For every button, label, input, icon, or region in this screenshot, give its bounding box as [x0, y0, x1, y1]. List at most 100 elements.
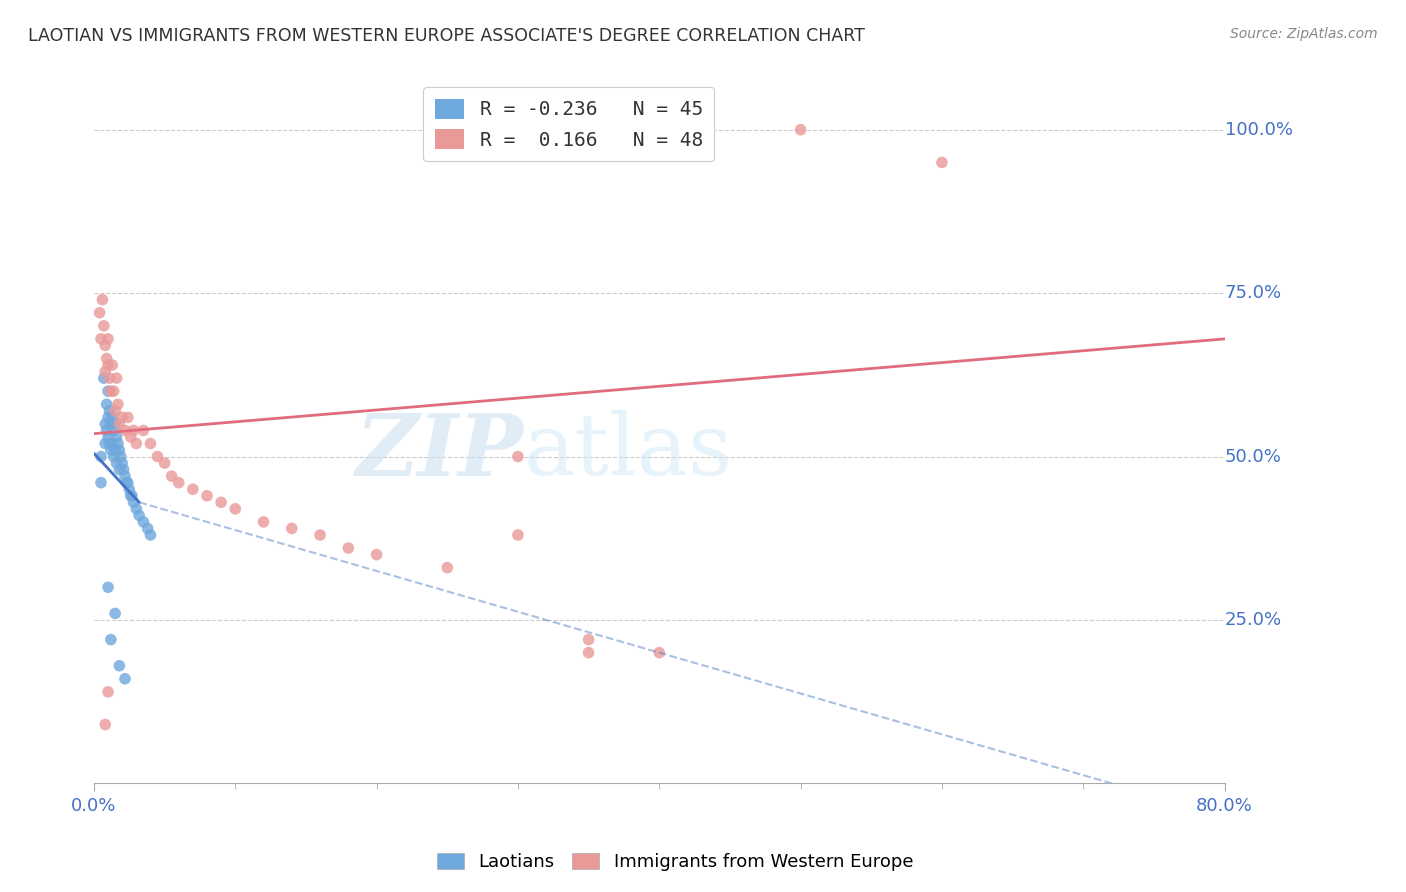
Point — [132, 424, 155, 438]
Text: LAOTIAN VS IMMIGRANTS FROM WESTERN EUROPE ASSOCIATE'S DEGREE CORRELATION CHART: LAOTIAN VS IMMIGRANTS FROM WESTERN EUROP… — [28, 27, 865, 45]
Point — [114, 424, 136, 438]
Point — [90, 450, 112, 464]
Point — [167, 475, 190, 490]
Point — [105, 430, 128, 444]
Point — [146, 450, 169, 464]
Point — [100, 632, 122, 647]
Point — [105, 456, 128, 470]
Point — [114, 469, 136, 483]
Legend: Laotians, Immigrants from Western Europe: Laotians, Immigrants from Western Europe — [429, 846, 921, 879]
Point — [108, 442, 131, 457]
Point — [91, 293, 114, 307]
Point — [337, 541, 360, 555]
Text: 50.0%: 50.0% — [1225, 448, 1281, 466]
Point — [97, 358, 120, 372]
Point — [97, 332, 120, 346]
Point — [98, 404, 121, 418]
Point — [111, 410, 134, 425]
Point — [104, 607, 127, 621]
Point — [789, 122, 811, 136]
Point — [281, 521, 304, 535]
Point — [89, 306, 111, 320]
Point — [139, 528, 162, 542]
Point — [125, 436, 148, 450]
Point — [366, 548, 388, 562]
Point — [112, 462, 135, 476]
Point — [94, 436, 117, 450]
Point — [153, 456, 176, 470]
Point — [100, 442, 122, 457]
Point — [107, 397, 129, 411]
Point — [209, 495, 232, 509]
Point — [97, 410, 120, 425]
Point — [121, 489, 143, 503]
Point — [98, 436, 121, 450]
Point — [132, 515, 155, 529]
Point — [104, 417, 127, 431]
Point — [101, 358, 124, 372]
Point — [97, 580, 120, 594]
Point — [224, 501, 246, 516]
Point — [93, 318, 115, 333]
Point — [128, 508, 150, 523]
Point — [125, 501, 148, 516]
Point — [105, 371, 128, 385]
Text: atlas: atlas — [523, 410, 733, 493]
Point — [114, 672, 136, 686]
Point — [108, 462, 131, 476]
Point — [94, 417, 117, 431]
Point — [252, 515, 274, 529]
Point — [97, 685, 120, 699]
Point — [96, 424, 118, 438]
Point — [97, 384, 120, 399]
Point — [104, 442, 127, 457]
Text: 25.0%: 25.0% — [1225, 611, 1282, 629]
Point — [96, 351, 118, 366]
Text: 75.0%: 75.0% — [1225, 285, 1282, 302]
Point — [94, 365, 117, 379]
Point — [100, 384, 122, 399]
Point — [107, 436, 129, 450]
Point — [98, 371, 121, 385]
Point — [111, 456, 134, 470]
Point — [160, 469, 183, 483]
Point — [96, 397, 118, 411]
Text: Source: ZipAtlas.com: Source: ZipAtlas.com — [1230, 27, 1378, 41]
Point — [506, 528, 529, 542]
Point — [94, 338, 117, 352]
Point — [139, 436, 162, 450]
Point — [103, 450, 125, 464]
Point — [309, 528, 332, 542]
Point — [101, 436, 124, 450]
Point — [97, 430, 120, 444]
Point — [115, 475, 138, 490]
Point — [93, 371, 115, 385]
Point — [104, 404, 127, 418]
Point — [100, 417, 122, 431]
Point — [120, 489, 142, 503]
Point — [578, 632, 600, 647]
Point — [506, 450, 529, 464]
Point — [648, 646, 671, 660]
Text: ZIP: ZIP — [356, 409, 523, 493]
Text: 100.0%: 100.0% — [1225, 120, 1292, 139]
Point — [103, 424, 125, 438]
Point — [101, 410, 124, 425]
Point — [120, 430, 142, 444]
Point — [436, 560, 458, 574]
Point — [136, 521, 159, 535]
Point — [122, 495, 145, 509]
Point — [110, 450, 132, 464]
Point — [94, 717, 117, 731]
Point — [578, 646, 600, 660]
Point — [117, 410, 139, 425]
Point — [931, 155, 953, 169]
Point — [122, 424, 145, 438]
Point — [90, 475, 112, 490]
Point — [117, 475, 139, 490]
Point — [108, 658, 131, 673]
Point — [108, 417, 131, 431]
Point — [195, 489, 218, 503]
Point — [181, 482, 204, 496]
Legend: R = -0.236   N = 45, R =  0.166   N = 48: R = -0.236 N = 45, R = 0.166 N = 48 — [423, 87, 714, 161]
